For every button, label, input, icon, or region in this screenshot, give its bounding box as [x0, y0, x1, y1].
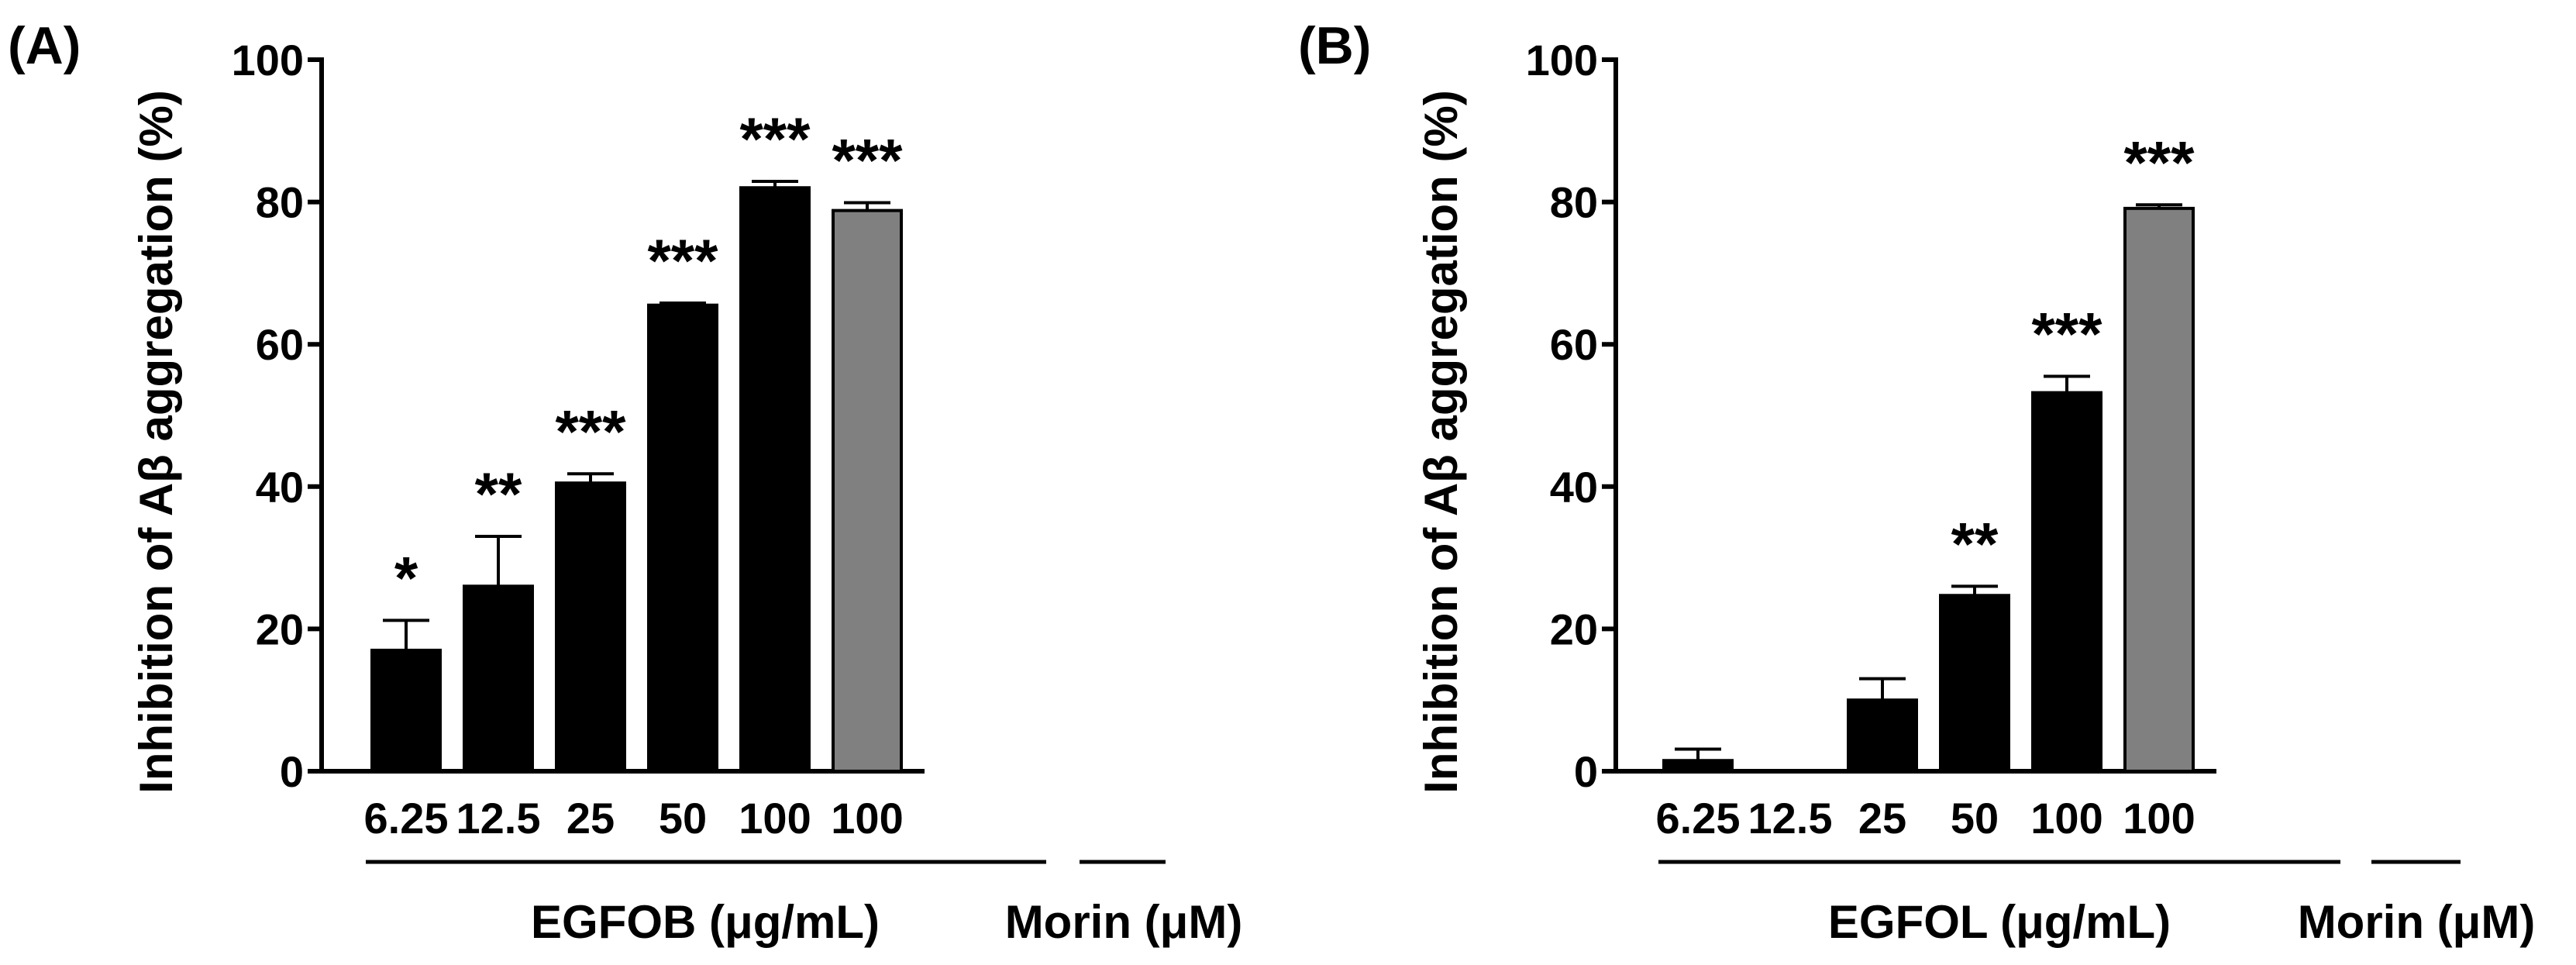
bar: [463, 584, 534, 773]
panel-label: (B): [1298, 16, 1371, 75]
x-tick-label: 12.5: [1748, 794, 1833, 843]
bar: [1662, 759, 1734, 773]
panel-a: (A) Inhibition of Aβ aggregation (%) 0 20…: [8, 16, 1242, 948]
bar: [647, 303, 718, 773]
y-tick-label: 100: [232, 36, 304, 84]
y-tick-label: 40: [256, 463, 304, 512]
y-tick-label: 80: [1550, 178, 1598, 227]
x-tick-label: 100: [831, 794, 903, 843]
x-tick-label: 25: [1858, 794, 1906, 843]
significance-label: ***: [555, 397, 626, 465]
y-axis-label: Inhibition of Aβ aggregation (%): [1415, 90, 1467, 794]
y-tick-label: 0: [1574, 747, 1598, 796]
group-label: EGFOB (μg/mL): [531, 896, 880, 948]
x-tick-label: 12.5: [456, 794, 541, 843]
y-axis-label: Inhibition of Aβ aggregation (%): [130, 90, 182, 794]
significance-label: ***: [739, 105, 811, 173]
bars: * 6.25 ** 12.5 *** 25 *** 50 *** 100 *** 100: [364, 105, 904, 843]
significance-label: **: [1951, 509, 1999, 577]
group-label: Morin (μM): [2298, 896, 2536, 948]
x-tick-label: 50: [1951, 794, 1999, 843]
axes: 0 20 40 60 80 100: [232, 36, 925, 796]
bar: [2123, 206, 2195, 773]
bar: [739, 186, 811, 774]
y-tick-label: 60: [1550, 320, 1598, 369]
bar: [832, 209, 903, 773]
x-tick-label: 6.25: [364, 794, 449, 843]
group-labels: EGFOB (μg/mL) Morin (μM): [366, 860, 1243, 948]
group-label: Morin (μM): [1005, 896, 1243, 948]
bar: [555, 481, 626, 774]
x-tick-label: 50: [659, 794, 707, 843]
panel-b: (B) Inhibition of Aβ aggregation (%) 0 20…: [1298, 16, 2535, 948]
group-labels: EGFOL (μg/mL) Morin (μM): [1658, 860, 2536, 948]
axes: 0 20 40 60 80 100: [1526, 36, 2216, 796]
x-tick-label: 6.25: [1656, 794, 1741, 843]
x-tick-label: 100: [2123, 794, 2195, 843]
significance-label: ***: [2123, 128, 2195, 196]
y-tick-label: 80: [256, 178, 304, 227]
bar: [1847, 698, 1918, 774]
bar: [370, 648, 442, 773]
y-tick-label: 20: [256, 605, 304, 653]
significance-label: *: [394, 543, 418, 612]
y-tick-label: 60: [256, 320, 304, 369]
significance-label: ***: [2031, 300, 2102, 368]
y-tick-label: 100: [1526, 36, 1598, 84]
bars: 6.25 12.5 25 ** 50 *** 100 *** 100: [1656, 128, 2195, 843]
y-tick-label: 20: [1550, 605, 1598, 653]
bar: [1939, 594, 2010, 774]
y-tick-label: 0: [280, 747, 304, 796]
x-tick-label: 25: [567, 794, 615, 843]
significance-label: ***: [647, 226, 718, 295]
x-tick-label: 100: [739, 794, 811, 843]
y-tick-label: 40: [1550, 463, 1598, 512]
significance-label: ***: [832, 126, 903, 195]
group-label: EGFOL (μg/mL): [1828, 896, 2171, 948]
significance-label: **: [475, 460, 522, 528]
x-tick-label: 100: [2030, 794, 2102, 843]
panel-label: (A): [8, 16, 81, 75]
bar: [2031, 391, 2102, 773]
